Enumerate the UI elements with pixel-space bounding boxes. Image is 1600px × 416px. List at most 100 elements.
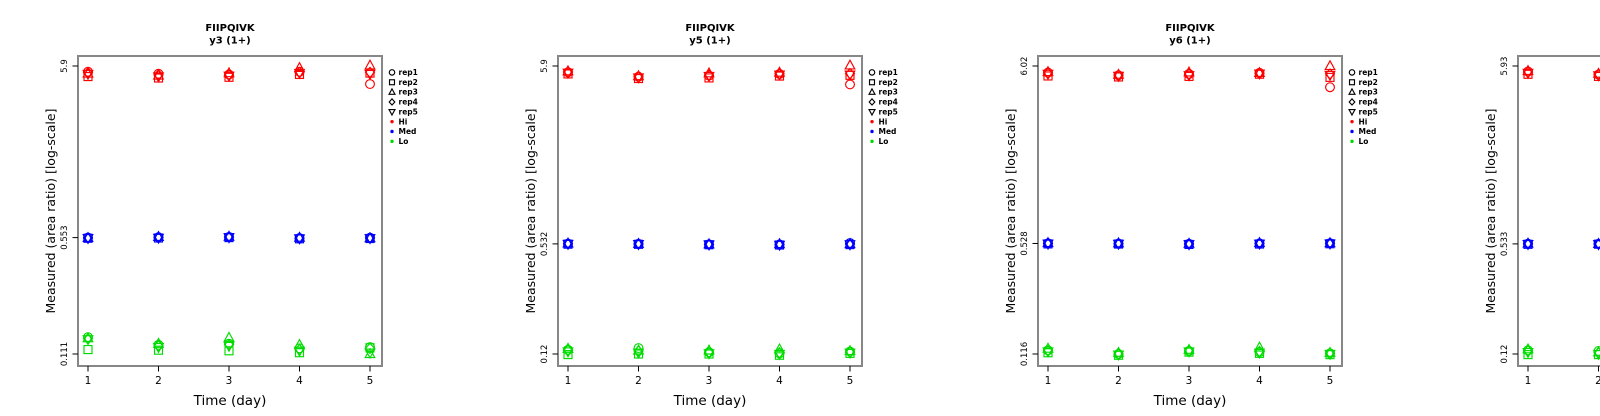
legend-item-lo: Lo [399,137,409,146]
data-points [83,60,375,358]
legend-rep4-icon [389,99,395,105]
legend-item-hi: Hi [1359,117,1368,126]
y-tick-label: 0.553 [60,225,70,249]
legend-hi-dot-icon [870,120,873,123]
x-tick-label: 4 [296,375,303,387]
plot-box [1518,56,1600,366]
legend-rep5-icon [389,110,395,115]
legend-rep2-icon [390,80,395,85]
legend-item-lo: Lo [879,137,889,146]
x-tick-label: 5 [847,375,854,387]
y-tick-label: 0.12 [1500,345,1510,364]
legend-item-rep4: rep4 [879,98,898,107]
x-tick-label: 1 [1045,375,1052,387]
legend-med-dot-icon [1350,130,1353,133]
x-tick-label: 1 [85,375,92,387]
legend-lo-dot-icon [870,140,873,143]
legend-item-rep4: rep4 [1359,98,1378,107]
y-axis-label: Measured (area ratio) [log-scale] [1003,109,1018,314]
x-tick-label: 4 [1256,375,1263,387]
y-axis-label: Measured (area ratio) [log-scale] [523,109,538,314]
qc-figure: FIIPQIVK y3 (1+) Measured (area ratio) [lo… [0,0,1600,400]
legend-rep1-icon [1349,70,1354,75]
y-tick-label: 0.111 [60,342,70,366]
chart-panel-sum: FIIPQIVKsum of ionsMeasured (area ratio)… [1480,16,1600,416]
plot-box [78,56,382,366]
chart-svg: FIIPQIVKsum of ionsMeasured (area ratio)… [1480,16,1600,416]
legend-rep3-icon [1349,89,1355,94]
legend-item-rep3: rep3 [879,88,898,97]
legend-rep1-icon [389,70,394,75]
chart-title: FIIPQIVK [205,23,256,34]
legend-med-dot-icon [870,130,873,133]
chart-title: FIIPQIVK [685,23,736,34]
legend-rep3-icon [869,89,875,94]
x-tick-label: 2 [1595,375,1600,387]
x-tick-label: 1 [565,375,572,387]
y-tick-label: 0.532 [540,232,550,256]
data-point-hi-rep1 [366,80,375,89]
x-tick-label: 1 [1525,375,1532,387]
legend-med-dot-icon [390,130,393,133]
chart-subtitle: y6 (1+) [1169,36,1210,47]
chart-subtitle: y3 (1+) [209,36,250,47]
legend-item-med: Med [1359,127,1377,136]
chart-panel-y3: FIIPQIVK y3 (1+) Measured (area ratio) [lo… [40,16,440,416]
x-axis-label: Time (day) [673,393,747,409]
legend-item-rep3: rep3 [1359,88,1378,97]
x-tick-label: 3 [706,375,713,387]
legend-item-hi: Hi [399,117,408,126]
legend-lo-dot-icon [390,140,393,143]
x-tick-label: 3 [226,375,233,387]
legend-item-rep2: rep2 [399,78,418,87]
x-axis-label: Time (day) [1153,393,1227,409]
y-axis-label: Measured (area ratio) [log-scale] [1483,109,1498,314]
x-tick-label: 4 [776,375,783,387]
legend-item-rep3: rep3 [399,88,418,97]
y-tick-label: 0.533 [1500,232,1510,256]
legend-rep5-icon [1349,110,1355,115]
data-point-lo-rep2 [84,346,92,354]
y-tick-label: 6.02 [1020,57,1030,76]
y-tick-label: 5.9 [540,59,550,73]
legend-item-hi: Hi [879,117,888,126]
legend-item-rep5: rep5 [879,107,898,116]
legend-rep5-icon [869,110,875,115]
data-points [563,60,855,359]
legend-rep2-icon [1350,80,1355,85]
x-axis-label: Time (day) [193,393,267,409]
y-tick-label: 5.9 [60,59,70,73]
y-tick-label: 5.93 [1500,57,1510,76]
legend-item-rep1: rep1 [879,68,898,77]
x-tick-label: 2 [635,375,642,387]
y-tick-label: 0.116 [1020,342,1030,366]
legend-item-rep5: rep5 [1359,107,1378,116]
data-points [1523,61,1600,360]
legend-item-med: Med [399,127,417,136]
data-point-hi-rep1 [1326,83,1335,92]
x-tick-label: 3 [1186,375,1193,387]
chart-svg: FIIPQIVK y3 (1+) Measured (area ratio) [lo… [40,16,440,416]
legend-item-rep1: rep1 [399,68,418,77]
x-tick-label: 5 [367,375,374,387]
plot-box [1038,56,1342,366]
data-point-hi-rep1 [846,80,855,89]
legend-item-rep1: rep1 [1359,68,1378,77]
legend-item-med: Med [879,127,897,136]
y-tick-label: 0.12 [540,345,550,364]
legend-rep4-icon [869,99,875,105]
legend-item-lo: Lo [1359,137,1369,146]
y-axis-label: Measured (area ratio) [log-scale] [43,109,58,314]
x-tick-label: 5 [1327,375,1334,387]
data-points [1043,61,1335,360]
legend-item-rep5: rep5 [399,107,418,116]
x-tick-label: 2 [1115,375,1122,387]
legend-hi-dot-icon [1350,120,1353,123]
legend-rep3-icon [389,89,395,94]
y-tick-label: 0.528 [1020,231,1030,255]
